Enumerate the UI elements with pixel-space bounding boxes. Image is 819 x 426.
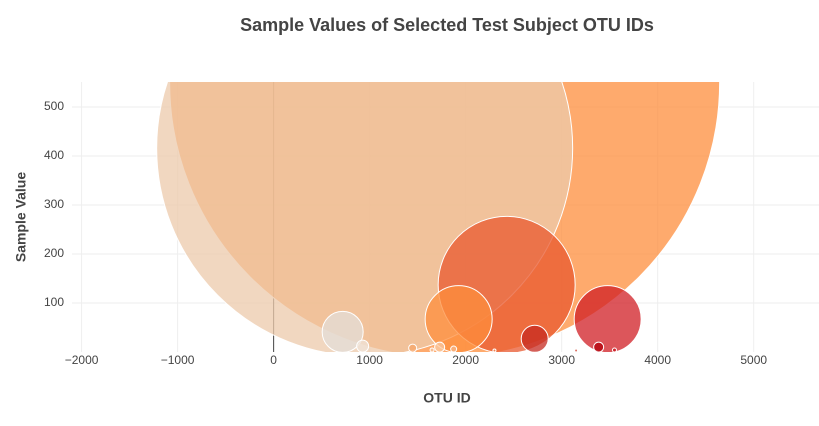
y-tick-label: 100	[44, 295, 64, 309]
x-tick-label: 5000	[740, 353, 767, 367]
chart-title: Sample Values of Selected Test Subject O…	[240, 15, 654, 35]
x-tick-label: 2000	[452, 353, 479, 367]
x-tick-label: 1000	[356, 353, 383, 367]
bubble	[408, 343, 418, 352]
x-tick-label: 0	[270, 353, 277, 367]
bubble	[434, 341, 446, 352]
x-tick-label: −1000	[161, 353, 195, 367]
bubble	[574, 348, 579, 352]
x-tick-label: 3000	[548, 353, 575, 367]
bubble	[429, 347, 435, 352]
y-tick-label: 200	[44, 246, 64, 260]
y-tick-label: 500	[44, 99, 64, 113]
y-axis-title: Sample Value	[13, 172, 29, 262]
bubble	[321, 310, 364, 352]
y-tick-label: 400	[44, 148, 64, 162]
x-tick-label: 4000	[644, 353, 671, 367]
bubble	[520, 324, 549, 352]
bubble	[573, 285, 642, 352]
y-tick-label: 300	[44, 197, 64, 211]
bubble	[611, 347, 617, 352]
x-axis-title: OTU ID	[423, 390, 470, 406]
bubble	[593, 341, 605, 352]
x-tick-label: −2000	[65, 353, 99, 367]
bubble	[492, 348, 497, 352]
bubble	[450, 345, 458, 352]
bubble	[356, 339, 370, 352]
bubble	[424, 285, 493, 352]
plot-area	[156, 82, 721, 352]
